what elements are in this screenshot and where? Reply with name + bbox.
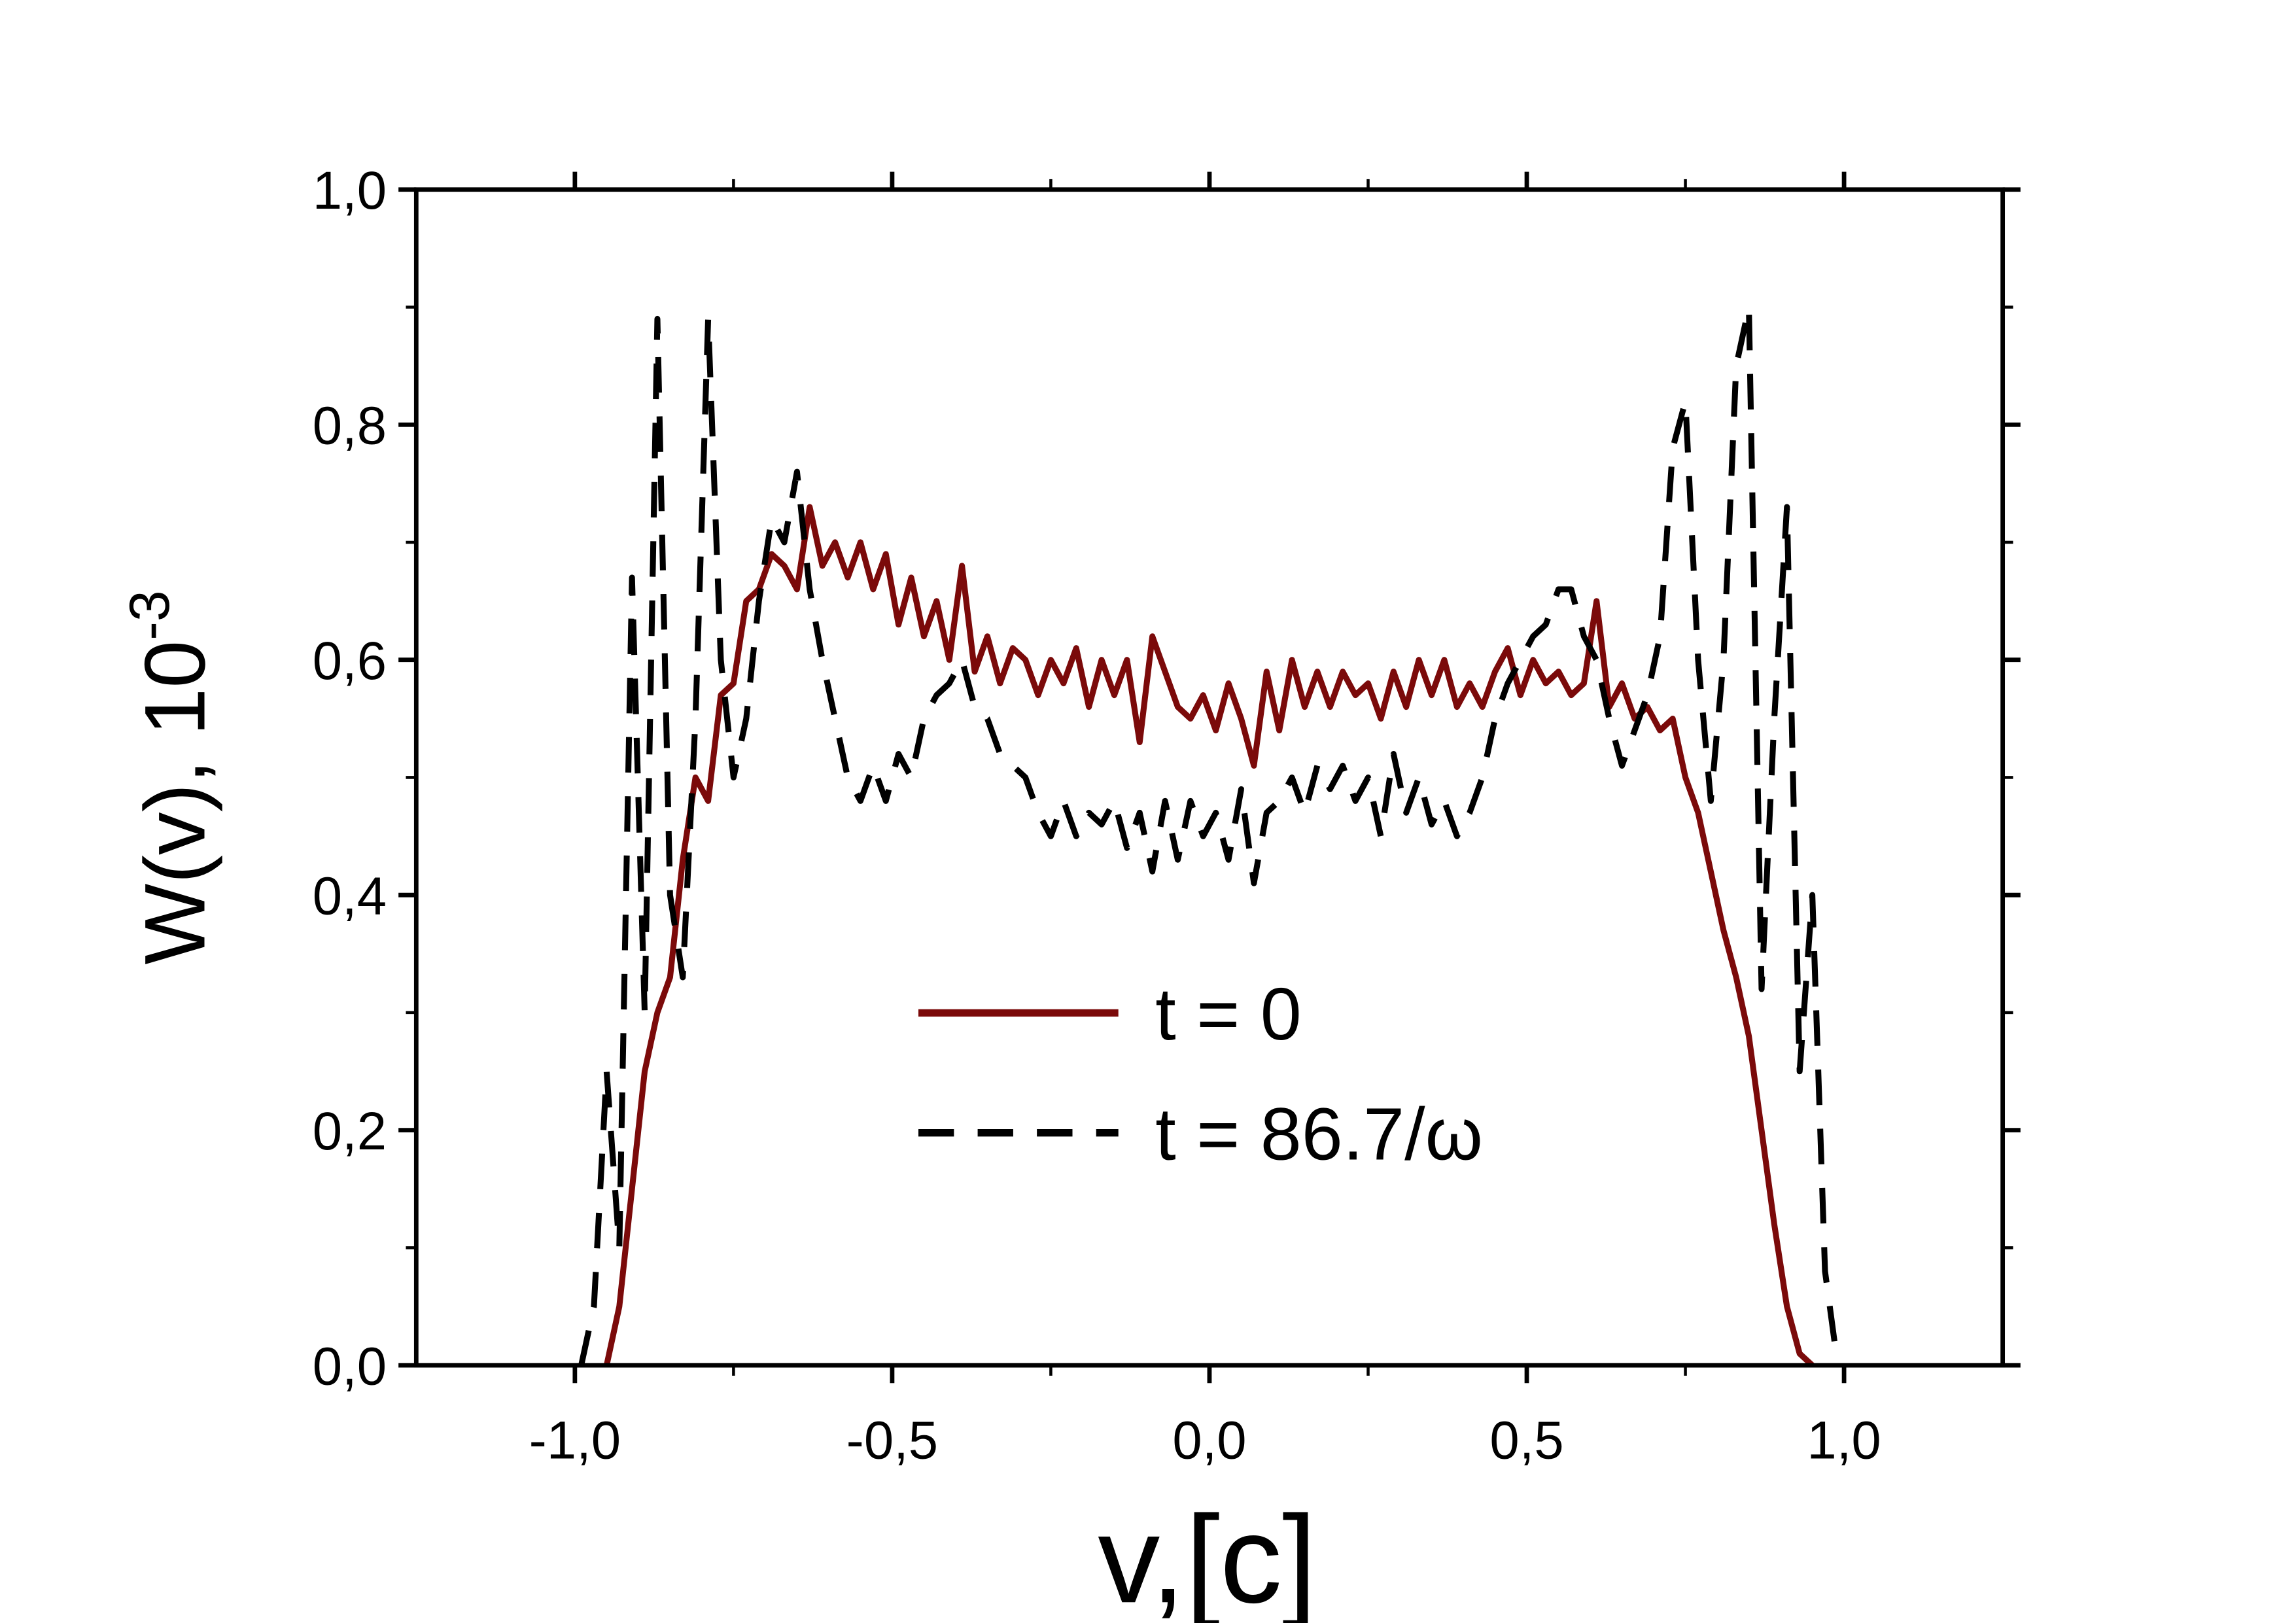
y-axis-label-main: W(v), 10: [126, 640, 222, 965]
x-tick-label: 1,0: [1807, 1411, 1881, 1471]
y-tick-label: 0,4: [313, 867, 387, 926]
x-tick-label: -1,0: [529, 1411, 621, 1471]
x-tick-label: 0,0: [1172, 1411, 1246, 1471]
x-tick-label: 0,5: [1489, 1411, 1563, 1471]
y-tick-label: 0,0: [313, 1337, 387, 1397]
y-axis-label: W(v), 10-3: [118, 590, 222, 964]
y-tick-label: 0,2: [313, 1102, 387, 1161]
x-axis-label: v,[c]: [1098, 1490, 1317, 1623]
legend-label: t = 86.7/ω: [1155, 1092, 1483, 1175]
data-line: [603, 504, 1815, 1368]
y-tick-label: 0,6: [313, 631, 387, 691]
plot-frame: [413, 187, 2006, 1368]
y-tick-label: 1,0: [313, 161, 387, 220]
x-tick-label: -0,5: [846, 1411, 938, 1471]
legend-label: t = 0: [1155, 973, 1301, 1055]
y-axis-label-exponent: -3: [118, 590, 181, 640]
y-tick-label: 0,8: [313, 396, 387, 456]
data-line: [578, 304, 1841, 1367]
